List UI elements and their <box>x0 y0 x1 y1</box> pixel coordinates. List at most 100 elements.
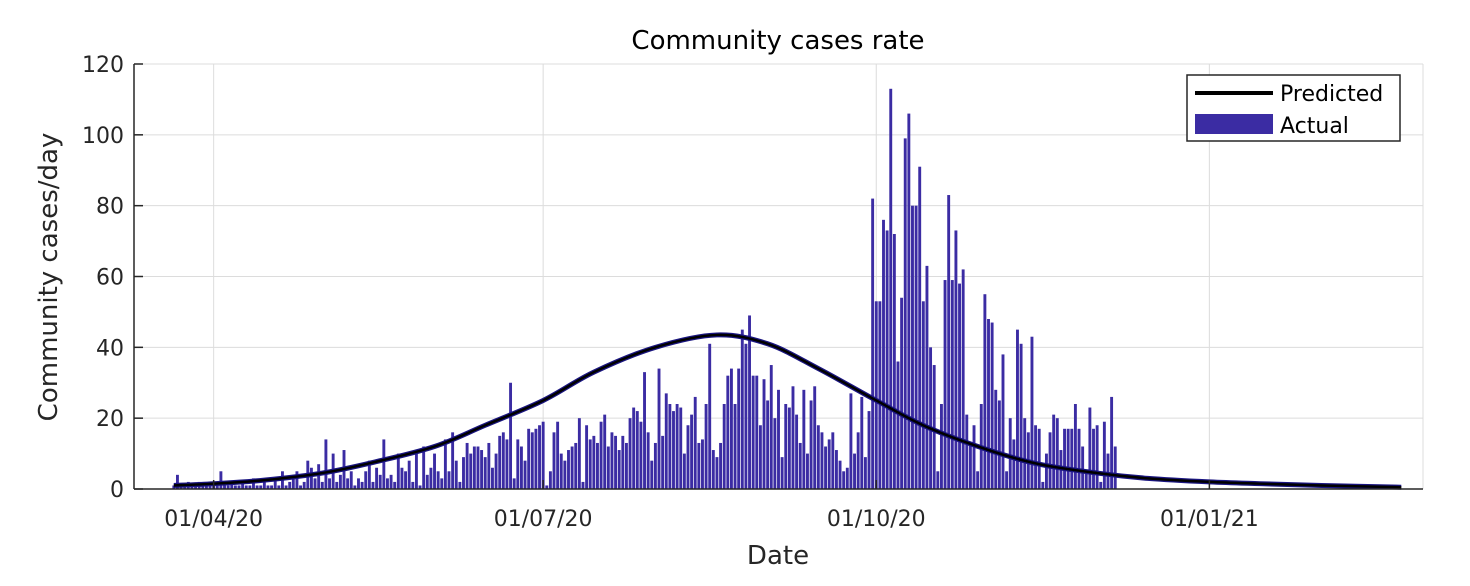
actual-bar <box>983 294 987 489</box>
actual-bar <box>672 411 675 489</box>
actual-bar <box>328 478 331 489</box>
actual-bar <box>469 453 473 489</box>
actual-bar <box>346 478 350 489</box>
actual-bar <box>1077 428 1081 489</box>
actual-bar <box>1008 418 1012 489</box>
actual-bar <box>552 432 556 489</box>
actual-bar <box>1044 453 1048 489</box>
y-tick-label: 100 <box>82 124 124 149</box>
actual-bar <box>353 485 357 489</box>
actual-bar <box>624 442 628 489</box>
actual-bar <box>635 411 639 489</box>
actual-bar <box>563 460 567 489</box>
actual-bar <box>418 485 422 489</box>
actual-bar <box>498 435 502 489</box>
actual-bar <box>378 474 382 489</box>
actual-bar <box>483 457 487 489</box>
actual-bar <box>990 322 994 489</box>
actual-bar <box>704 404 708 489</box>
actual-bar <box>795 414 799 489</box>
y-tick-label: 60 <box>96 266 124 291</box>
actual-bar <box>487 442 491 489</box>
actual-bar <box>925 265 929 489</box>
actual-bar <box>708 343 712 489</box>
actual-bar <box>715 457 719 489</box>
actual-bar <box>509 382 513 489</box>
actual-bar <box>1110 396 1114 489</box>
actual-bar <box>958 283 961 489</box>
actual-bar <box>570 446 574 489</box>
actual-bar <box>628 418 632 489</box>
actual-bar <box>284 485 288 489</box>
actual-bar <box>744 343 748 489</box>
actual-bar <box>567 450 570 489</box>
actual-bar <box>1034 425 1038 489</box>
actual-bar <box>273 478 277 489</box>
actual-bar <box>1037 428 1041 489</box>
actual-bar <box>653 442 657 489</box>
actual-bar <box>1113 446 1117 489</box>
actual-bar <box>335 481 339 489</box>
actual-bar <box>827 439 831 489</box>
actual-bar <box>856 432 860 489</box>
y-tick-label: 40 <box>96 336 124 361</box>
actual-bar <box>360 481 364 489</box>
y-tick-label: 80 <box>96 195 124 220</box>
actual-bar <box>375 467 379 489</box>
actual-bar <box>433 453 436 489</box>
actual-bar <box>237 485 241 489</box>
actual-bar <box>1070 428 1074 489</box>
actual-bar <box>603 414 607 489</box>
actual-bar <box>396 453 400 489</box>
actual-bar <box>288 481 292 489</box>
actual-bar <box>758 425 762 489</box>
actual-bar <box>317 464 321 489</box>
actual-bar <box>929 347 933 489</box>
actual-bar <box>440 478 444 489</box>
actual-bar <box>425 474 429 489</box>
actual-bar <box>443 439 447 489</box>
actual-bar <box>248 485 252 489</box>
y-tick-label: 120 <box>82 53 124 78</box>
actual-bar <box>664 393 668 489</box>
actual-bar <box>914 205 918 489</box>
actual-bar <box>259 485 263 489</box>
actual-bar <box>364 471 368 489</box>
actual-bar <box>194 485 198 489</box>
actual-bar <box>882 219 885 490</box>
actual-bar <box>1063 428 1066 489</box>
actual-bar <box>617 450 621 489</box>
y-tick-label: 20 <box>96 407 124 432</box>
actual-bar <box>349 471 353 489</box>
actual-bar <box>447 471 451 489</box>
actual-bar <box>1041 481 1045 489</box>
y-ticks: 0 20 40 60 80 100 120 <box>82 53 143 503</box>
actual-bar <box>527 428 531 489</box>
actual-bar <box>874 301 878 489</box>
actual-bar <box>777 389 780 489</box>
actual-bar <box>824 446 828 489</box>
actual-bar <box>802 389 806 489</box>
actual-bar <box>241 481 245 489</box>
legend: Predicted Actual <box>1186 74 1401 142</box>
actual-bar <box>516 439 520 489</box>
actual-bar <box>226 485 230 489</box>
actual-bar <box>1106 453 1110 489</box>
actual-bar <box>726 375 730 489</box>
actual-bar <box>1055 418 1059 489</box>
actual-bar <box>831 432 835 489</box>
actual-bar <box>936 471 940 489</box>
actual-bar <box>911 205 914 489</box>
actual-bar <box>755 375 759 489</box>
actual-bar <box>693 396 697 489</box>
actual-bar <box>534 428 538 489</box>
actual-bar <box>907 113 911 489</box>
actual-bar <box>596 442 599 489</box>
actual-bar <box>176 474 179 489</box>
actual-bar <box>505 439 509 489</box>
actual-bar <box>599 421 603 489</box>
x-tick-label: 01/10/20 <box>827 507 926 532</box>
actual-bar <box>219 471 223 489</box>
actual-bar <box>719 442 723 489</box>
